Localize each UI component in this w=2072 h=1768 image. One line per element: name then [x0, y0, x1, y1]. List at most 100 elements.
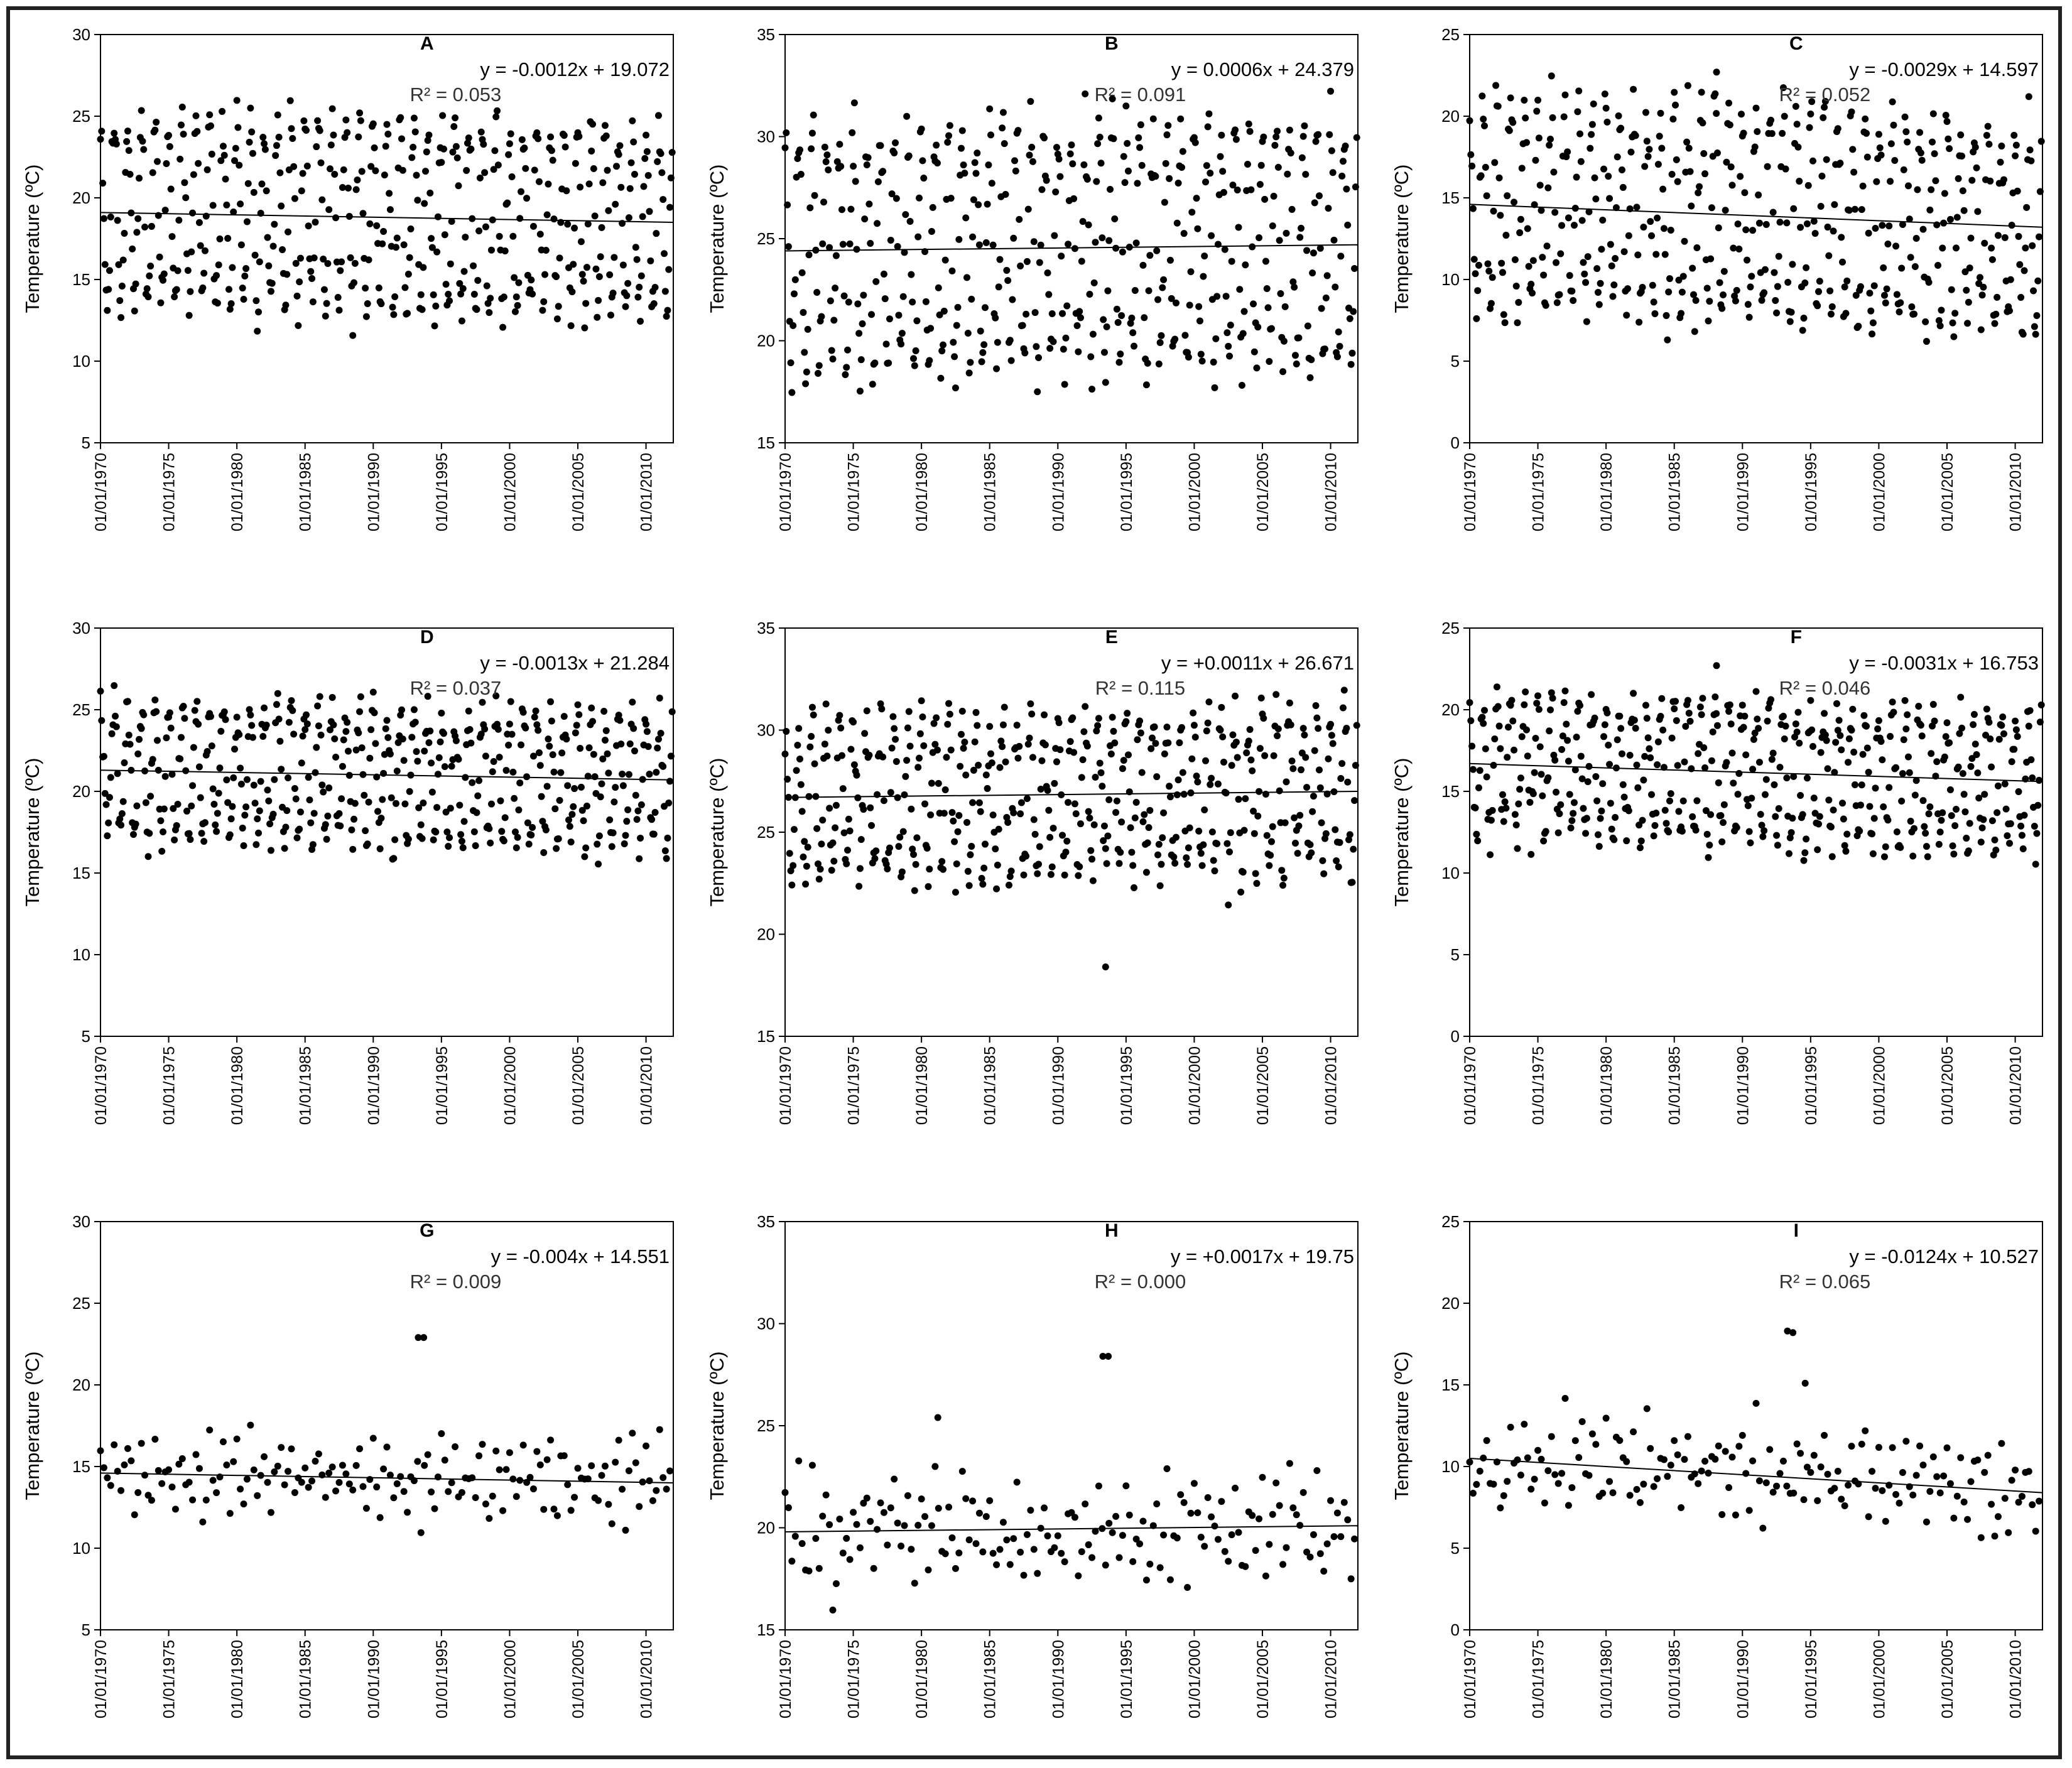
data-point	[1782, 165, 1789, 173]
data-point	[1514, 1456, 1521, 1463]
data-point	[1253, 364, 1261, 372]
data-point	[1132, 799, 1140, 806]
data-point	[237, 764, 244, 772]
trend-line	[784, 1525, 1359, 1532]
data-point	[551, 805, 559, 813]
data-point	[331, 735, 339, 742]
data-point	[1620, 793, 1628, 801]
data-point	[445, 842, 452, 850]
data-point	[252, 297, 260, 305]
y-tick-label: 10	[1441, 1457, 1460, 1476]
data-point	[1469, 766, 1477, 773]
data-point	[1751, 143, 1759, 151]
data-point	[381, 171, 388, 179]
x-tick-label: 01/01/1995	[433, 1046, 451, 1125]
data-point	[1909, 852, 1917, 860]
data-point	[1738, 1431, 1746, 1439]
data-point	[272, 152, 279, 160]
data-point	[281, 845, 288, 852]
data-point	[1158, 860, 1165, 868]
data-point	[960, 744, 967, 752]
data-point	[1302, 171, 1310, 178]
data-point	[132, 280, 139, 288]
data-point	[501, 247, 509, 255]
data-point	[920, 742, 928, 749]
data-point	[1803, 774, 1811, 782]
data-point	[1306, 841, 1314, 849]
data-point	[821, 740, 828, 748]
data-point	[814, 370, 822, 377]
data-point	[1139, 818, 1147, 825]
data-point	[1817, 749, 1825, 756]
data-point	[625, 771, 632, 778]
data-point	[850, 163, 857, 170]
data-point	[1092, 1527, 1099, 1535]
data-point	[195, 1465, 203, 1472]
data-point	[546, 742, 553, 750]
data-point	[553, 845, 560, 852]
y-tick-label: 15	[1441, 188, 1460, 207]
data-point	[97, 688, 104, 695]
data-point	[190, 171, 197, 178]
data-point	[860, 806, 867, 813]
data-point	[1972, 740, 1979, 748]
data-point	[1065, 241, 1072, 248]
data-point	[519, 708, 527, 716]
data-point	[1858, 1440, 1865, 1448]
data-point	[1016, 215, 1023, 223]
data-point	[898, 1543, 905, 1550]
data-point	[1546, 727, 1553, 735]
data-point	[860, 1499, 867, 1507]
data-point	[1636, 844, 1644, 852]
data-point	[117, 822, 125, 829]
y-tick-label: 5	[82, 433, 90, 452]
data-point	[99, 180, 107, 187]
data-point	[634, 807, 642, 815]
data-point	[1226, 352, 1234, 360]
data-point	[1667, 1462, 1674, 1469]
x-tick-label: 01/01/1990	[1734, 1046, 1752, 1125]
data-point	[320, 286, 328, 293]
data-point	[1858, 206, 1865, 214]
data-point	[1068, 1509, 1075, 1516]
data-point	[1824, 765, 1831, 773]
data-point	[1609, 1489, 1617, 1497]
data-point	[1783, 1482, 1791, 1490]
data-point	[1470, 256, 1478, 263]
data-point	[490, 166, 497, 173]
data-point	[1095, 114, 1102, 122]
r-squared: R² = 0.046	[1779, 677, 1871, 699]
data-point	[2007, 820, 2014, 828]
data-point	[1565, 214, 1572, 222]
data-point	[511, 274, 518, 281]
data-point	[607, 312, 614, 319]
data-point	[2029, 242, 2036, 249]
data-point	[146, 272, 153, 279]
data-point	[487, 839, 494, 847]
data-point	[1762, 776, 1770, 783]
data-point	[1923, 1518, 1930, 1526]
data-point	[351, 259, 359, 267]
data-point	[1185, 844, 1192, 852]
data-point	[340, 166, 347, 173]
trend-equation: y = -0.004x + 14.551	[491, 1245, 670, 1267]
data-point	[659, 196, 667, 203]
data-point	[219, 107, 226, 115]
data-point	[1033, 343, 1040, 350]
y-tick-label: 10	[72, 352, 90, 371]
data-point	[310, 254, 318, 262]
data-point	[865, 200, 873, 208]
data-point	[1001, 140, 1008, 148]
data-point	[1974, 769, 1982, 777]
data-point	[1344, 778, 1352, 786]
r-squared: R² = 0.000	[1095, 1271, 1186, 1293]
data-point	[853, 246, 860, 253]
data-point	[1740, 724, 1747, 731]
x-tick-label: 01/01/2010	[2007, 1640, 2025, 1718]
data-point	[2034, 801, 2042, 809]
data-point	[252, 841, 260, 849]
data-point	[999, 109, 1007, 116]
data-point	[377, 815, 385, 822]
data-point	[390, 855, 398, 862]
